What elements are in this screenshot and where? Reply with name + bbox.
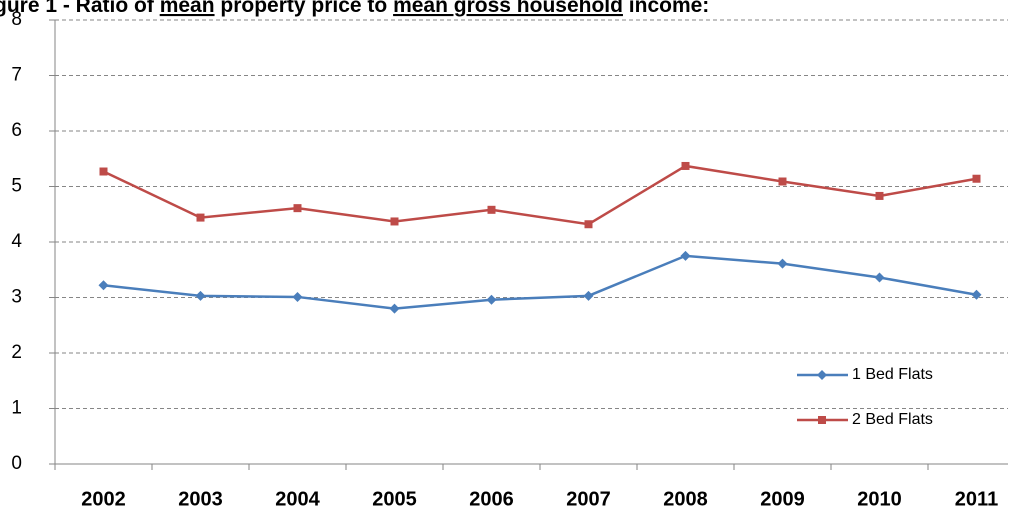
y-tick-label: 3 [11,287,22,308]
marker [99,167,108,176]
marker [778,177,787,186]
y-tick-label: 1 [11,398,22,419]
marker [972,174,981,183]
x-tick-label: 2006 [469,488,514,510]
marker [680,250,691,261]
legend-label: 1 Bed Flats [852,366,933,383]
marker [487,205,496,214]
y-tick-label: 7 [11,65,22,86]
marker [777,258,788,269]
marker [292,291,303,302]
marker [584,220,593,229]
marker [195,290,206,301]
x-tick-label: 2011 [955,488,998,510]
x-tick-label: 2007 [566,488,611,510]
x-tick-label: 2002 [81,488,126,510]
series-line [103,254,977,310]
y-tick-label: 0 [11,453,22,474]
marker [98,280,109,291]
title-part: mean [160,0,215,17]
y-tick-label: 8 [11,9,22,30]
x-tick-label: 2004 [275,488,320,510]
legend-label: 2 Bed Flats [852,411,933,428]
title-part: mean gross household [393,0,623,17]
title-part: property price to [215,0,394,17]
y-tick-label: 2 [11,342,22,363]
marker [971,289,982,300]
x-tick-label: 2008 [663,488,708,510]
x-tick-label: 2009 [760,488,805,510]
marker [818,416,826,424]
marker [196,213,205,222]
marker [874,272,885,283]
y-tick-label: 4 [11,231,22,252]
marker [390,217,399,226]
marker [681,161,690,170]
marker [817,370,827,380]
marker [875,191,884,200]
chart-title: gure 1 - Ratio of mean property price to… [0,0,715,17]
title-part: income: [623,0,715,17]
series-line [102,164,977,226]
marker [583,290,594,301]
y-tick-label: 6 [11,120,22,141]
x-tick-label: 2005 [372,488,417,510]
x-tick-label: 2003 [178,488,223,510]
title-part: gure 1 - Ratio of [0,0,160,17]
marker [293,204,302,213]
y-tick-label: 5 [11,176,22,197]
x-tick-label: 2010 [857,488,902,510]
marker [389,303,400,314]
marker [486,294,497,305]
